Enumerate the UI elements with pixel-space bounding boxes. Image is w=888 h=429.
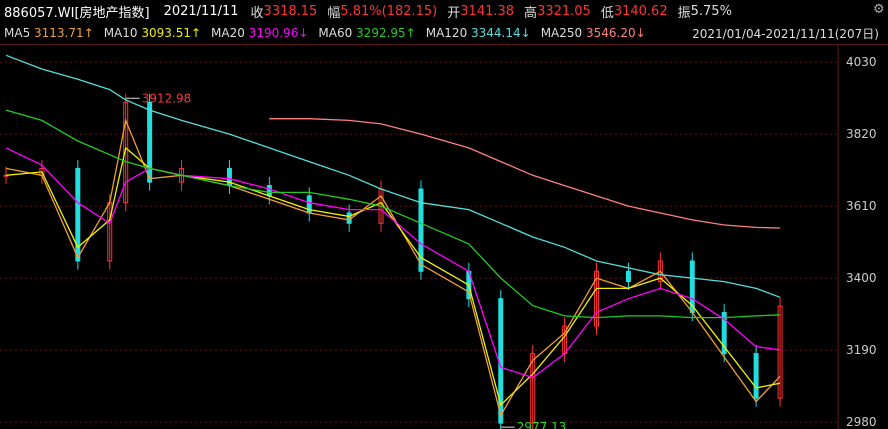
min-annotation-label: 2977.13	[517, 420, 567, 429]
candle-body	[123, 101, 129, 204]
y-tick-label: 4030	[846, 55, 877, 69]
ma-legend-item: MA10 3093.51↑	[104, 26, 201, 40]
open-value: 3141.38	[460, 3, 515, 19]
gear-icon[interactable]: ⚙	[873, 2, 885, 17]
y-tick-label: 3820	[846, 127, 877, 141]
y-tick-label: 3400	[846, 271, 877, 285]
ma-legend-item: MA5 3113.71↑	[4, 26, 94, 40]
ma-legend-item: MA20 3190.96↓	[211, 26, 308, 40]
close-label: 收	[250, 5, 264, 21]
quote-date: 2021/11/11	[163, 3, 239, 19]
max-annotation-label: 3912.98	[142, 91, 192, 105]
series-line-ma120	[5, 54, 781, 298]
candle-body	[777, 305, 783, 399]
y-tick-label: 3190	[846, 343, 877, 357]
ma-legend-value: 3344.14↓	[471, 26, 531, 40]
ma-legend-value: 3546.20↓	[585, 26, 646, 40]
series-line-ma20	[5, 147, 781, 379]
quote-header: 886057.WI[房地产指数] 2021/11/11 收 3318.15 幅 …	[0, 0, 888, 22]
price-chart[interactable]: 2980 3190 3400 3610 3820 4030 3912.98 2977.13	[0, 45, 888, 429]
ma-legend-value: 3113.71↑	[34, 26, 94, 40]
ma-legend-item: MA120 3344.14↓	[426, 26, 531, 40]
ma-legend: MA5 3113.71↑ MA10 3093.51↑ MA20 3190.96↓ MA…	[0, 23, 888, 43]
amplitude-value: 5.75%	[690, 3, 732, 19]
candle-body	[75, 167, 81, 262]
candle-body	[266, 185, 272, 197]
candle-body	[625, 270, 631, 283]
open-label: 开	[447, 5, 461, 21]
candle-body	[594, 270, 600, 327]
close-value: 3318.15	[263, 3, 318, 19]
low-label: 低	[600, 5, 614, 21]
high-value: 3321.05	[537, 3, 591, 19]
candle-body	[530, 353, 536, 424]
ma-legend-label: MA60	[318, 26, 357, 40]
candle-body	[721, 311, 727, 355]
ma-legend-item: MA250 3546.20↓	[541, 26, 646, 40]
y-tick-label: 2980	[846, 415, 877, 429]
ma-legend-value: 3093.51↑	[141, 26, 202, 40]
change-value: 5.81%(182.15)	[340, 3, 438, 19]
ma-legend-label: MA5	[4, 26, 35, 40]
ma-legend-value: 3190.96↓	[248, 26, 309, 40]
candle-body	[753, 353, 759, 399]
ma-legend-value: 3292.95↑	[356, 26, 416, 40]
candle-body	[147, 101, 153, 183]
ma-legend-label: MA20	[211, 26, 249, 40]
amplitude-label: 振	[677, 5, 691, 21]
date-range: 2021/01/04-2021/11/11(207日)	[689, 25, 882, 42]
low-value: 3140.62	[613, 3, 668, 19]
ma-legend-label: MA10	[103, 26, 142, 40]
y-tick-label: 3610	[846, 199, 877, 213]
candle-body	[657, 260, 663, 283]
header-divider	[0, 44, 888, 45]
index-name: 886057.WI[房地产指数]	[4, 5, 150, 21]
high-label: 高	[524, 5, 538, 21]
ma-legend-label: MA120	[425, 26, 472, 40]
candle-body	[418, 188, 424, 272]
series-line-ma250	[269, 118, 781, 229]
change-label: 幅	[327, 5, 341, 21]
series-line-ma60	[5, 109, 781, 319]
ma-legend-label: MA250	[540, 26, 586, 40]
ma-legend-item: MA60 3292.95↑	[318, 26, 415, 40]
